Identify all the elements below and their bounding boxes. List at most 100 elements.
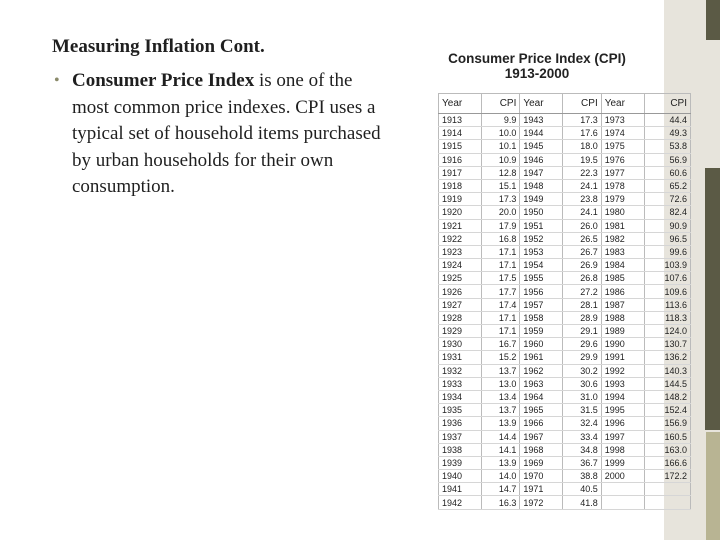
cpi-cell: 9.9: [480, 113, 521, 128]
accent-block-bottom: [706, 432, 720, 540]
table-row: 1924 17.1 1954 26.9 1984 103.9: [438, 258, 692, 273]
cpi-cell: 152.4: [643, 403, 692, 418]
year-cell: 1971: [519, 482, 564, 497]
cpi-cell: 24.1: [562, 205, 602, 220]
year-cell: 1915: [438, 139, 482, 154]
year-cell: 1914: [438, 126, 482, 141]
year-cell: 1977: [600, 166, 645, 180]
cpi-cell: 17.4: [480, 298, 521, 312]
year-cell: 1963: [519, 377, 564, 391]
cpi-cell: 26.7: [562, 245, 602, 260]
year-cell: 1952: [519, 232, 564, 246]
cpi-cell: 15.1: [480, 179, 521, 194]
cpi-cell: 148.2: [643, 390, 692, 405]
year-cell: 1950: [519, 205, 564, 220]
cpi-cell: 17.6: [562, 126, 602, 141]
year-cell: [600, 482, 645, 497]
year-cell: 1998: [600, 443, 645, 457]
year-cell: 1990: [600, 337, 645, 352]
cpi-cell: 15.2: [480, 350, 521, 365]
year-cell: 1993: [600, 377, 645, 391]
cpi-cell: 26.9: [562, 258, 602, 273]
cpi-cell: 36.7: [562, 456, 602, 471]
year-cell: 1924: [438, 258, 482, 273]
year-cell: 1985: [600, 271, 645, 286]
cpi-cell: 113.6: [643, 298, 692, 312]
cpi-cell: 10.0: [480, 126, 521, 141]
table-row: 1913 9.9 1943 17.3 1973 44.4: [438, 113, 692, 128]
cpi-cell: 17.1: [480, 311, 521, 326]
cpi-cell: 13.0: [480, 377, 521, 391]
year-cell: 1974: [600, 126, 645, 141]
year-cell: 1969: [519, 456, 564, 471]
year-cell: 1978: [600, 179, 645, 194]
cpi-cell: 29.9: [562, 350, 602, 365]
year-cell: 1927: [438, 298, 482, 312]
cpi-cell: 53.8: [643, 139, 692, 154]
cpi-cell: [643, 495, 692, 510]
cpi-cell: 16.3: [480, 495, 521, 510]
cpi-cell: 109.6: [643, 284, 692, 299]
table-row: 1926 17.7 1956 27.2 1986 109.6: [438, 284, 692, 299]
year-cell: 1967: [519, 430, 564, 444]
cpi-cell: 40.5: [562, 482, 602, 497]
table-row: 1930 16.7 1960 29.6 1990 130.7: [438, 337, 692, 352]
table-row: 1927 17.4 1957 28.1 1987 113.6: [438, 298, 692, 312]
year-cell: 1957: [519, 298, 564, 312]
cpi-cell: 99.6: [643, 245, 692, 260]
year-cell: 1922: [438, 232, 482, 246]
cpi-cell: 17.3: [562, 113, 602, 128]
table-row: 1934 13.4 1964 31.0 1994 148.2: [438, 390, 692, 405]
year-cell: 1947: [519, 166, 564, 180]
cpi-cell: 136.2: [643, 350, 692, 365]
year-cell: 1981: [600, 219, 645, 233]
year-cell: 1921: [438, 219, 482, 233]
year-cell: 1935: [438, 403, 482, 418]
cpi-cell: 17.9: [480, 219, 521, 233]
year-cell: 1941: [438, 482, 482, 497]
table-row: 1919 17.3 1949 23.8 1979 72.6: [438, 192, 692, 207]
cpi-cell: 14.1: [480, 443, 521, 457]
cpi-cell: 26.0: [562, 219, 602, 233]
cpi-cell: 38.8: [562, 469, 602, 484]
cpi-cell: 30.6: [562, 377, 602, 391]
table-row: 1935 13.7 1965 31.5 1995 152.4: [438, 403, 692, 418]
table-row: 1925 17.5 1955 26.8 1985 107.6: [438, 271, 692, 286]
table-row: 1942 16.3 1972 41.8: [438, 495, 692, 510]
cpi-cell: 17.1: [480, 324, 521, 339]
cpi-cell: 90.9: [643, 219, 692, 233]
cpi-cell: 18.0: [562, 139, 602, 154]
table-row: 1933 13.0 1963 30.6 1993 144.5: [438, 377, 692, 391]
bullet-dot-icon: •: [54, 72, 60, 89]
year-cell: 1986: [600, 284, 645, 299]
year-cell: 1920: [438, 205, 482, 220]
cpi-cell: 118.3: [643, 311, 692, 326]
cpi-cell: 140.3: [643, 364, 692, 378]
year-cell: 1949: [519, 192, 564, 207]
year-cell: 1999: [600, 456, 645, 471]
year-cell: 1948: [519, 179, 564, 194]
year-cell: 1938: [438, 443, 482, 457]
year-cell: 1928: [438, 311, 482, 326]
cpi-cell: 130.7: [643, 337, 692, 352]
cpi-cell: 26.8: [562, 271, 602, 286]
bullet-point: • Consumer Price Index is one of the mos…: [54, 68, 384, 201]
cpi-cell: 72.6: [643, 192, 692, 207]
cpi-table: Year CPI Year CPI Year CPI 1913 9.9 1943 17.3 197…: [438, 93, 692, 510]
table-row: 1937 14.4 1967 33.4 1997 160.5: [438, 430, 692, 444]
year-column-header: Year: [600, 93, 645, 114]
year-cell: 1940: [438, 469, 482, 484]
year-cell: 1972: [519, 495, 564, 510]
cpi-cell: 13.4: [480, 390, 521, 405]
cpi-title-line1: Consumer Price Index (CPI): [448, 51, 626, 66]
table-row: 1931 15.2 1961 29.9 1991 136.2: [438, 350, 692, 365]
table-row: 1932 13.7 1962 30.2 1992 140.3: [438, 364, 692, 378]
slide-title: Measuring Inflation Cont.: [52, 36, 265, 57]
year-cell: 1919: [438, 192, 482, 207]
year-cell: 1932: [438, 364, 482, 378]
cpi-cell: 65.2: [643, 179, 692, 194]
year-cell: 1930: [438, 337, 482, 352]
cpi-cell: 14.7: [480, 482, 521, 497]
cpi-cell: 14.4: [480, 430, 521, 444]
table-row: 1921 17.9 1951 26.0 1981 90.9: [438, 219, 692, 233]
